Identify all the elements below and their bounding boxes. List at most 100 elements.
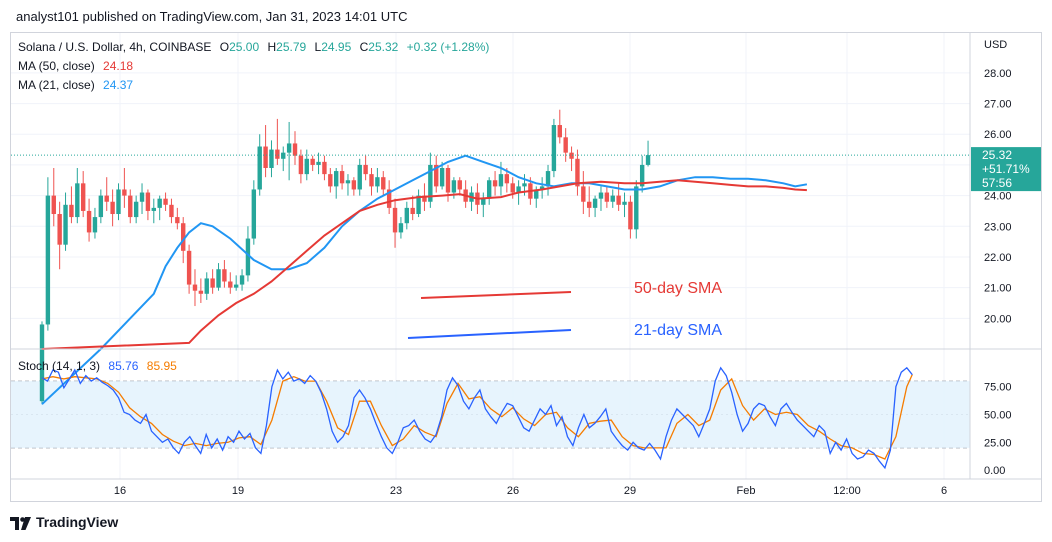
candlestick-series — [39, 109, 651, 405]
candle-body — [104, 195, 109, 202]
legend-ma50-value: 24.18 — [103, 59, 133, 73]
candle-body — [328, 174, 333, 187]
candle-body — [75, 183, 80, 218]
candle-body — [481, 198, 486, 205]
stochastic-series — [41, 366, 913, 470]
candle-body — [486, 180, 492, 199]
candle-body — [57, 214, 62, 245]
candle-body — [45, 195, 51, 325]
price-axis[interactable]: 28.0027.0026.0025.0024.0023.0022.0021.00… — [984, 68, 1012, 325]
currency-label: USD — [984, 39, 1007, 51]
candle-body — [587, 201, 592, 208]
candle-body — [551, 125, 557, 172]
candle-body — [92, 217, 98, 233]
candle-body — [381, 177, 386, 190]
time-tick-label: Feb — [737, 485, 756, 497]
candle-body — [357, 164, 362, 190]
candle-body — [498, 174, 504, 187]
candle-body — [263, 146, 268, 168]
candle-body — [98, 195, 104, 218]
stoch-tick-label: 0.00 — [984, 465, 1005, 477]
price-tick-label: 24.00 — [984, 191, 1012, 203]
candle-body — [163, 198, 168, 205]
legend-c-value: 25.32 — [368, 40, 398, 54]
footer-brand: TradingView — [36, 514, 119, 530]
candle-body — [392, 207, 398, 233]
candle-body — [322, 161, 327, 175]
candle-body — [204, 278, 209, 294]
candle-body — [298, 155, 304, 175]
candle-body — [639, 164, 645, 187]
candle-body — [181, 223, 186, 251]
legend-l-label: L — [315, 40, 322, 54]
candle-body — [363, 164, 368, 175]
candle-body — [86, 210, 92, 233]
legend-l-value: 24.95 — [321, 40, 351, 54]
candle-body — [598, 192, 604, 199]
candle-body — [39, 324, 45, 402]
candle-body — [504, 174, 510, 184]
legend-change: +0.32 (+1.28%) — [407, 40, 490, 54]
candle-body — [292, 143, 298, 156]
candle-body — [145, 192, 151, 211]
candle-body — [192, 284, 198, 291]
legend-o-value: 25.00 — [229, 40, 259, 54]
price-tag: 25.32 +51.71% 57:56 — [971, 147, 1041, 192]
candle-body — [457, 180, 462, 190]
candle-body — [110, 201, 115, 215]
legend-stoch-k: 85.76 — [108, 359, 138, 373]
legend: Solana / U.S. Dollar, 4h, COINBASE O25.0… — [18, 40, 489, 373]
candle-body — [186, 250, 192, 285]
candle-body — [275, 149, 280, 159]
stoch-axis: 75.00 50.00 25.00 0.00 — [984, 382, 1012, 477]
legend-stoch[interactable]: Stoch (14, 1, 3) 85.76 85.95 — [18, 359, 177, 373]
price-tick-label: 21.00 — [984, 283, 1012, 295]
stoch-k-line — [41, 366, 913, 470]
candle-body — [69, 204, 74, 218]
candle-body — [375, 177, 380, 187]
time-tick-label: 29 — [624, 485, 636, 497]
legend-ma50[interactable]: MA (50, close) 24.18 — [18, 59, 133, 73]
candle-body — [645, 155, 651, 165]
candle-body — [233, 284, 239, 288]
legend-c-label: C — [360, 40, 369, 54]
stoch-tick-label: 75.00 — [984, 382, 1012, 394]
candle-body — [269, 149, 274, 168]
legend-stoch-label: Stoch (14, 1, 3) — [18, 359, 100, 373]
candle-body — [351, 180, 357, 190]
sma50-annotation-line — [420, 291, 572, 299]
price-tick-label: 26.00 — [984, 129, 1012, 141]
candle-body — [369, 174, 374, 187]
candle-body — [281, 152, 286, 159]
legend-ma50-label: MA (50, close) — [18, 59, 95, 73]
sma21-annotation-line — [407, 329, 572, 339]
legend-symbol[interactable]: Solana / U.S. Dollar, 4h, COINBASE — [18, 40, 211, 54]
candle-body — [80, 183, 86, 211]
stoch-tick-label: 25.00 — [984, 437, 1012, 449]
stoch-tick-label: 50.00 — [984, 410, 1012, 422]
candle-body — [404, 207, 410, 224]
candle-body — [422, 195, 427, 202]
candle-body — [116, 189, 121, 215]
publisher-header: analyst101 published on TradingView.com,… — [0, 0, 1052, 32]
candle-body — [286, 143, 292, 153]
price-tick-label: 28.00 — [984, 68, 1012, 80]
price-tick-label: 22.00 — [984, 252, 1012, 264]
candle-body — [157, 198, 162, 208]
candle-body — [610, 195, 615, 202]
candle-body — [445, 167, 451, 193]
legend-ohlc-line: Solana / U.S. Dollar, 4h, COINBASE O25.0… — [18, 40, 489, 54]
candle-body — [575, 158, 580, 187]
legend-o-label: O — [220, 40, 229, 54]
candle-body — [522, 183, 527, 187]
price-tick-label: 20.00 — [984, 313, 1012, 325]
time-axis[interactable]: 16 19 23 26 29 Feb 12:00 6 — [114, 485, 947, 497]
time-tick-label: 12:00 — [833, 485, 861, 497]
price-tick-label: 23.00 — [984, 221, 1012, 233]
legend-ma21[interactable]: MA (21, close) 24.37 — [18, 78, 133, 92]
time-tick-label: 23 — [390, 485, 402, 497]
price-tick-label: 27.00 — [984, 99, 1012, 111]
candle-body — [516, 186, 521, 193]
candle-body — [386, 189, 392, 208]
